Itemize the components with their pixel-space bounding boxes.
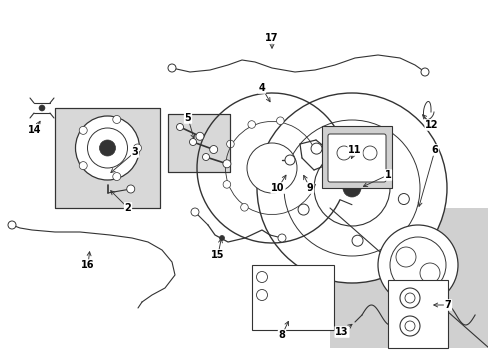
Text: 16: 16	[81, 260, 95, 270]
Bar	[251, 265, 333, 330]
Circle shape	[276, 117, 284, 125]
Text: 17: 17	[264, 33, 278, 43]
Circle shape	[113, 116, 121, 123]
Circle shape	[191, 208, 199, 216]
Text: 5: 5	[184, 113, 191, 123]
Circle shape	[247, 121, 255, 128]
Circle shape	[8, 221, 16, 229]
Circle shape	[240, 203, 248, 211]
Circle shape	[209, 145, 217, 153]
Circle shape	[226, 140, 234, 148]
Circle shape	[399, 316, 419, 336]
Circle shape	[310, 143, 322, 154]
Text: 3: 3	[131, 147, 138, 157]
Bar	[321, 126, 391, 188]
Polygon shape	[329, 208, 488, 348]
Text: 11: 11	[347, 145, 361, 155]
Circle shape	[168, 64, 176, 72]
Circle shape	[126, 185, 135, 193]
Text: 9: 9	[306, 183, 313, 193]
Circle shape	[404, 293, 414, 303]
Circle shape	[223, 181, 230, 188]
Circle shape	[419, 263, 439, 283]
Circle shape	[189, 139, 196, 145]
Circle shape	[372, 136, 383, 148]
Circle shape	[219, 235, 224, 240]
Circle shape	[342, 179, 360, 197]
Text: 12: 12	[425, 120, 438, 130]
Circle shape	[99, 140, 115, 156]
Circle shape	[223, 160, 230, 168]
Circle shape	[39, 105, 45, 111]
Circle shape	[257, 93, 446, 283]
Bar	[55, 108, 160, 208]
Text: 7: 7	[444, 300, 450, 310]
Circle shape	[298, 204, 308, 215]
Circle shape	[377, 225, 457, 305]
Circle shape	[351, 235, 362, 246]
Circle shape	[256, 289, 267, 301]
Bar	[168, 114, 229, 172]
Text: 14: 14	[28, 125, 41, 135]
Circle shape	[398, 194, 408, 204]
Circle shape	[420, 68, 428, 76]
Circle shape	[389, 237, 445, 293]
Text: 13: 13	[335, 327, 348, 337]
Circle shape	[336, 146, 350, 160]
Text: 6: 6	[431, 145, 437, 155]
FancyBboxPatch shape	[327, 134, 385, 182]
Text: 15: 15	[211, 250, 224, 260]
Circle shape	[404, 321, 414, 331]
Bar	[387, 280, 447, 348]
Circle shape	[133, 144, 141, 152]
Text: 1: 1	[384, 170, 390, 180]
Text: 10: 10	[271, 183, 284, 193]
Bar	[55, 108, 160, 208]
Circle shape	[202, 153, 209, 161]
Text: 8: 8	[278, 330, 285, 340]
Text: 2: 2	[124, 203, 131, 213]
Circle shape	[75, 116, 139, 180]
Circle shape	[284, 120, 419, 256]
Circle shape	[196, 132, 203, 140]
Circle shape	[313, 150, 389, 226]
Bar	[168, 114, 229, 172]
Circle shape	[87, 128, 127, 168]
Text: 4: 4	[258, 83, 265, 93]
Circle shape	[256, 271, 267, 283]
Circle shape	[362, 146, 376, 160]
Circle shape	[79, 162, 87, 170]
Circle shape	[285, 155, 294, 165]
Circle shape	[399, 288, 419, 308]
Circle shape	[113, 172, 121, 180]
Circle shape	[395, 247, 415, 267]
Circle shape	[79, 126, 87, 134]
Circle shape	[246, 143, 296, 193]
Circle shape	[278, 234, 285, 242]
Circle shape	[176, 123, 183, 130]
